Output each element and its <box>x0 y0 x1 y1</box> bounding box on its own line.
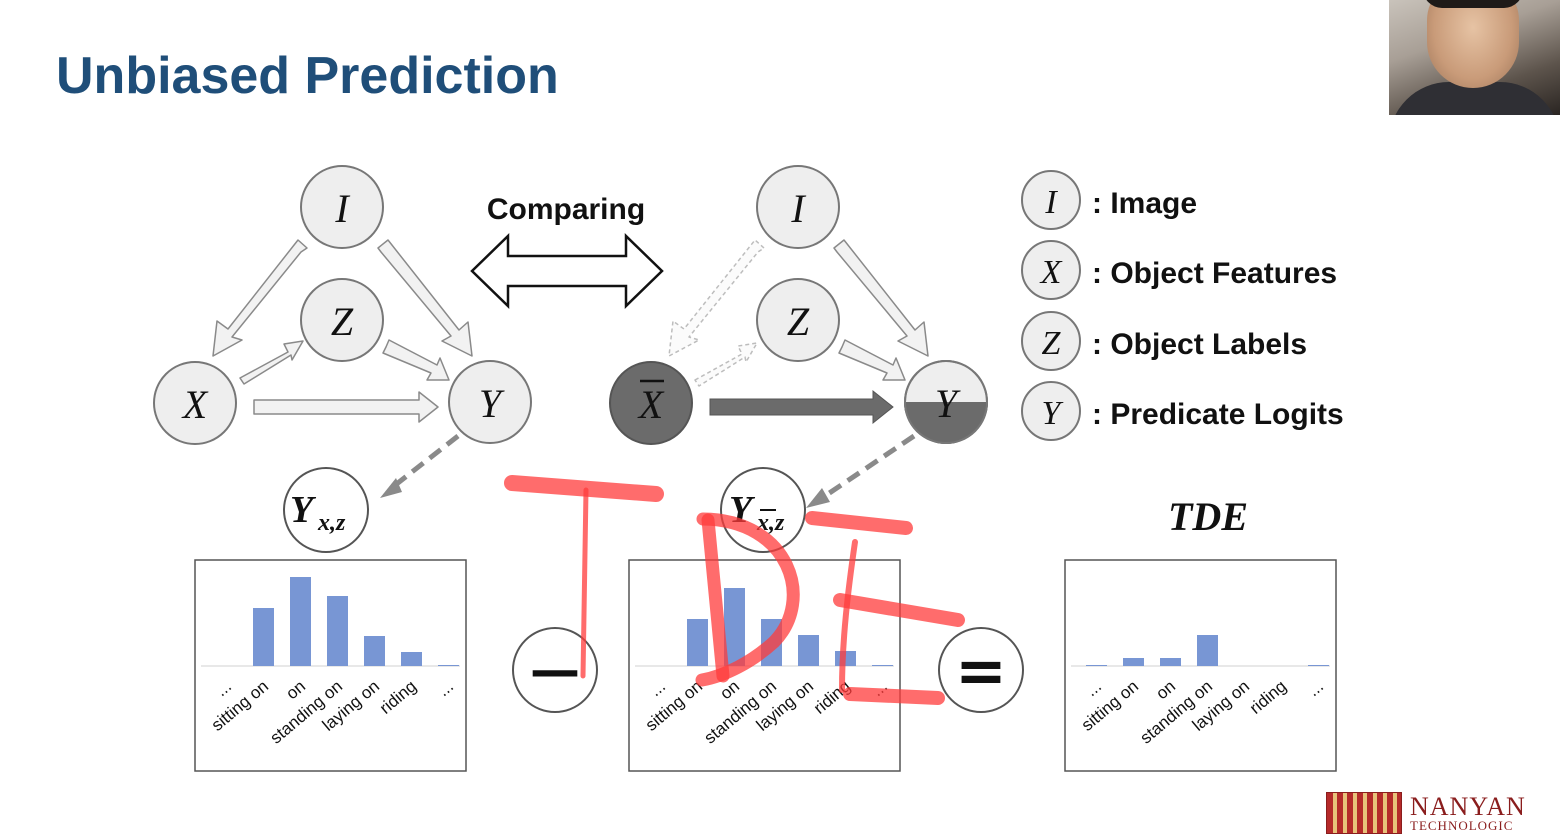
node-z-left: Z <box>300 278 384 362</box>
node-z-right-label: Z <box>787 299 810 344</box>
legend-symbol-y: Y <box>1042 395 1064 432</box>
arrow-y-to-output-left <box>392 434 460 488</box>
arrow-i-to-y <box>377 239 473 357</box>
node-x-left: X <box>153 361 237 445</box>
chart-0-bar-1 <box>253 608 274 666</box>
node-i-left: I <box>300 165 384 249</box>
university-logo: NANYAN TECHNOLOGIC <box>1326 790 1560 834</box>
legend: I : Image X : Object Features Z : Object… <box>1021 170 1344 441</box>
legend-item-image: I : Image <box>1021 170 1197 230</box>
arrow-x-to-y <box>253 391 439 423</box>
comparing-arrow-group: Comparing <box>470 193 664 309</box>
output-left-sub: x,z <box>317 510 346 536</box>
output-node-left: Y x,z <box>283 467 369 553</box>
node-y-left: Y <box>448 360 532 444</box>
comparing-label: Comparing <box>487 193 645 226</box>
equals-operator: = <box>938 627 1024 713</box>
chart-2-bar-0 <box>1086 665 1107 666</box>
right-causal-graph: I Z X Y Y x,z <box>609 165 988 553</box>
legend-label-object-features: : Object Features <box>1092 257 1337 290</box>
output-left-base: Y <box>290 489 317 531</box>
legend-item-object-labels: Z : Object Labels <box>1021 311 1307 371</box>
node-y-left-label: Y <box>479 381 505 426</box>
node-z-right: Z <box>756 278 840 362</box>
chart-2-bar-6 <box>1308 665 1329 666</box>
tde-label: TDE <box>1168 494 1248 539</box>
legend-label-object-labels: : Object Labels <box>1092 328 1307 361</box>
node-xbar-right-label: X <box>637 382 665 427</box>
university-seal-icon <box>1326 792 1402 834</box>
node-i-left-label: I <box>334 186 350 231</box>
node-z-left-label: Z <box>331 299 354 344</box>
chart-0-bar-4 <box>364 636 385 666</box>
legend-symbol-i: I <box>1044 184 1058 221</box>
legend-symbol-z: Z <box>1042 325 1062 362</box>
legend-label-predicate-logits: : Predicate Logits <box>1092 398 1344 431</box>
logo-line-1: NANYAN <box>1410 792 1526 821</box>
handwritten-annotation <box>504 475 965 705</box>
legend-item-predicate-logits: Y : Predicate Logits <box>1021 381 1344 441</box>
arrow-x-to-z-removed <box>694 342 758 387</box>
arrow-x-to-z <box>239 340 304 385</box>
arrow-i-to-x <box>212 239 308 357</box>
chart-0-bar-6 <box>438 665 459 666</box>
chart-2-bar-3 <box>1197 635 1218 666</box>
arrow-i-to-x-removed <box>668 239 765 357</box>
slide-title: Unbiased Prediction <box>56 47 559 105</box>
equals-sign: = <box>955 634 1007 707</box>
legend-label-image: : Image <box>1092 187 1197 220</box>
node-i-right-label: I <box>790 186 806 231</box>
chart-1-bar-2 <box>724 588 745 666</box>
node-i-right: I <box>756 165 840 249</box>
chart-1-bar-4 <box>798 635 819 666</box>
legend-symbol-x: X <box>1039 254 1063 291</box>
node-y-right: Y <box>904 360 988 444</box>
arrow-z-to-y <box>382 339 450 381</box>
arrow-z-to-y-right <box>838 339 906 381</box>
chart-2-bar-2 <box>1160 658 1181 666</box>
node-x-left-label: X <box>181 382 209 427</box>
presenter-webcam <box>1389 0 1560 115</box>
arrow-i-to-y-right <box>833 239 929 357</box>
chart-1-bar-1 <box>687 619 708 666</box>
arrow-y-to-output-right <box>820 433 916 501</box>
node-y-right-label: Y <box>935 381 961 426</box>
chart-1-bar-6 <box>872 665 893 666</box>
chart-0-bar-5 <box>401 652 422 666</box>
left-causal-graph: I Z X Y Y x,z <box>153 165 532 553</box>
logo-line-2: TECHNOLOGIC <box>1410 818 1514 833</box>
node-xbar-right: X <box>609 361 693 445</box>
chart-0-bar-3 <box>327 596 348 666</box>
legend-item-object-features: X : Object Features <box>1021 240 1337 300</box>
arrow-xbar-to-y <box>709 389 894 425</box>
minus-operator: — <box>512 627 598 713</box>
chart-2-bar-1 <box>1123 658 1144 666</box>
double-arrow <box>470 233 664 309</box>
minus-sign: — <box>530 641 580 699</box>
chart-0-bar-2 <box>290 577 311 666</box>
